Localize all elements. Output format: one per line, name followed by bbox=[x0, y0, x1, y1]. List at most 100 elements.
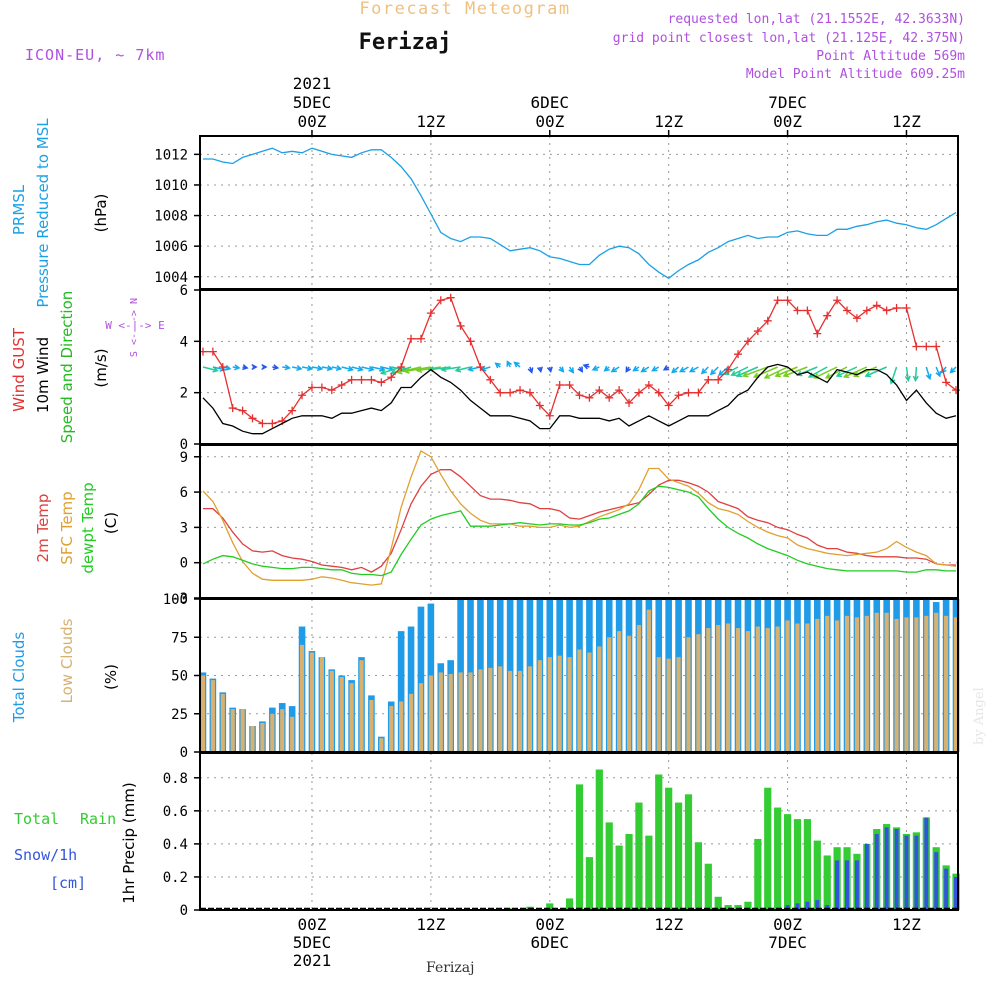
low-cloud-bar bbox=[815, 618, 820, 752]
low-cloud-bar bbox=[775, 626, 780, 752]
wind-gust-line bbox=[203, 296, 957, 425]
low-cloud-bar bbox=[626, 635, 632, 752]
low-cloud-bar bbox=[726, 623, 731, 752]
wind-arrow-head bbox=[212, 366, 219, 373]
rain-bar bbox=[635, 802, 643, 910]
wind-arrow-head bbox=[527, 367, 534, 374]
bottom-time-label: 7DEC bbox=[768, 933, 807, 952]
gust-marker bbox=[585, 393, 594, 402]
gust-marker bbox=[892, 303, 901, 312]
wind-arrow bbox=[905, 366, 910, 381]
rain-bar bbox=[684, 794, 693, 910]
low-cloud-bar bbox=[835, 620, 840, 752]
ytick-label: 2 bbox=[180, 386, 188, 402]
wind-arrow bbox=[301, 366, 313, 370]
wind-arrow-head bbox=[558, 366, 565, 373]
rain-bar bbox=[744, 901, 752, 910]
snow-bar bbox=[944, 868, 949, 910]
rain-bar bbox=[674, 802, 683, 910]
snow-bar bbox=[884, 827, 889, 910]
wind-arrow-head bbox=[591, 365, 599, 371]
location-title: Ferizaj bbox=[359, 30, 452, 55]
wind-arrow bbox=[381, 366, 394, 371]
wind-arrow-head bbox=[842, 372, 850, 379]
wind-arrow-head bbox=[741, 371, 749, 378]
snow-bar bbox=[894, 829, 899, 910]
clouds-unit: (%) bbox=[102, 664, 120, 690]
wind-arrow bbox=[341, 366, 353, 371]
bottom-time-label: 00Z bbox=[535, 915, 564, 934]
snow-bar bbox=[914, 835, 919, 910]
ytick-label: 0.4 bbox=[163, 837, 188, 853]
gust-marker bbox=[783, 296, 792, 305]
panel-frame bbox=[199, 444, 959, 599]
gust-marker bbox=[753, 327, 762, 336]
ytick-label: 0.6 bbox=[163, 804, 188, 820]
rain-bar bbox=[783, 814, 792, 910]
low-cloud-bar bbox=[646, 609, 651, 752]
rain-bar bbox=[823, 855, 831, 910]
snow-bar bbox=[934, 852, 939, 910]
gust-marker bbox=[684, 388, 693, 397]
gust-marker bbox=[466, 337, 475, 346]
low-cloud-bar bbox=[924, 615, 929, 752]
ytick-label: 1004 bbox=[154, 270, 188, 286]
gust-marker bbox=[307, 383, 316, 392]
rain-bar bbox=[615, 845, 623, 910]
low-cloud-bar bbox=[428, 675, 433, 752]
legend-snow: Snow/1h bbox=[14, 846, 77, 864]
rain-bar bbox=[724, 905, 732, 910]
wind-arrow-head bbox=[368, 365, 375, 372]
top-time-label: 7DEC bbox=[768, 93, 807, 112]
ytick-label: 9 bbox=[180, 450, 188, 466]
wind-arrow-head bbox=[610, 366, 617, 373]
gust-marker bbox=[496, 388, 505, 397]
gust-marker bbox=[912, 342, 921, 351]
rain-bar bbox=[595, 769, 603, 910]
ytick-label: 0 bbox=[180, 903, 188, 919]
wind-arrow-head bbox=[763, 373, 771, 379]
snow-bar bbox=[795, 903, 800, 910]
low-cloud-bar bbox=[607, 637, 612, 752]
gust-marker bbox=[803, 306, 812, 315]
low-cloud-bar bbox=[349, 683, 354, 752]
wind-arrow-head bbox=[242, 364, 249, 371]
model-label: ICON-EU, ~ 7km bbox=[25, 46, 165, 64]
rain-bar bbox=[813, 840, 821, 910]
gust-marker bbox=[426, 309, 435, 318]
ytick-label: 25 bbox=[171, 707, 188, 723]
gust-marker bbox=[615, 386, 624, 395]
gust-marker bbox=[664, 401, 673, 410]
wind-arrow bbox=[441, 366, 461, 371]
rain-bar bbox=[665, 787, 673, 910]
ytick-label: 0 bbox=[180, 556, 188, 572]
wind-arrow-head bbox=[568, 367, 575, 374]
bottom-time-label: 12Z bbox=[892, 915, 921, 934]
low-cloud-bar bbox=[795, 623, 800, 752]
wind-arrow-head bbox=[889, 378, 896, 385]
low-cloud-bar bbox=[805, 623, 810, 752]
low-cloud-bar bbox=[309, 652, 315, 752]
temp-unit: (C) bbox=[102, 512, 120, 534]
ytick-label: 1008 bbox=[154, 209, 188, 225]
dewpt-temp-line bbox=[202, 485, 956, 577]
gust-marker bbox=[565, 380, 574, 389]
bottom-time-label: 00Z bbox=[298, 915, 327, 934]
wind-arrow bbox=[736, 366, 759, 377]
wind-arrow-head bbox=[717, 370, 725, 377]
rain-bar bbox=[625, 833, 633, 910]
wind-arrow bbox=[710, 366, 719, 375]
wind-arrow-head bbox=[440, 366, 447, 373]
gust-marker bbox=[694, 388, 703, 397]
pressure-label-2: Pressure Reduced to MSL bbox=[34, 118, 52, 308]
gust-marker bbox=[793, 306, 802, 315]
top-time-label: 00Z bbox=[298, 112, 327, 131]
rain-bar bbox=[793, 819, 802, 910]
gust-marker bbox=[357, 375, 366, 384]
wind-arrow bbox=[753, 366, 778, 378]
wind-arrow-head bbox=[700, 368, 708, 375]
gust-marker bbox=[476, 363, 485, 371]
low-cloud-bar bbox=[260, 722, 265, 752]
dewpt-label: dewpt Temp bbox=[79, 482, 97, 573]
